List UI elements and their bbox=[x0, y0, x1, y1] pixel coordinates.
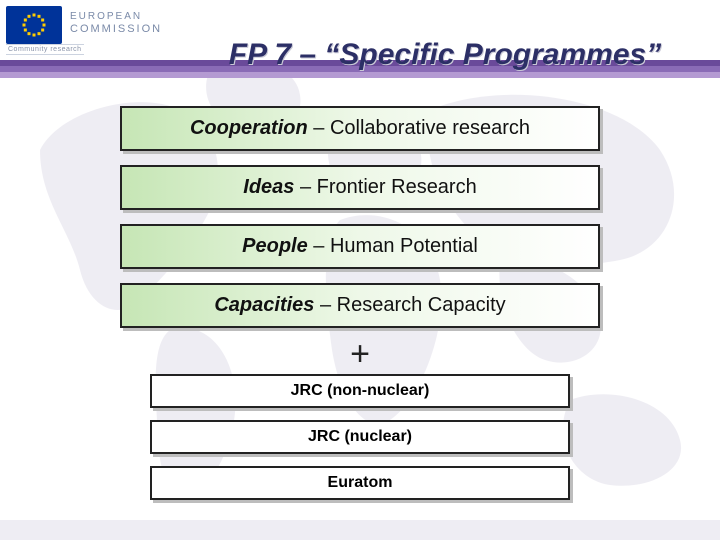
programme-box-ideas: Ideas – Frontier Research bbox=[120, 165, 600, 210]
community-research-label: Community research bbox=[6, 44, 84, 55]
programme-name: People bbox=[242, 235, 308, 257]
org-line-2: COMMISSION bbox=[70, 23, 162, 35]
programme-box-cooperation: Cooperation – Collaborative research bbox=[120, 106, 600, 151]
programme-box-people: People – Human Potential bbox=[120, 224, 600, 269]
programme-desc: – Human Potential bbox=[308, 235, 478, 257]
commission-label: EUROPEAN COMMISSION bbox=[70, 11, 162, 35]
programme-box-capacities: Capacities – Research Capacity bbox=[120, 283, 600, 328]
programme-desc: – Frontier Research bbox=[294, 176, 476, 198]
programme-desc: – Research Capacity bbox=[314, 294, 505, 316]
slide-title: FP 7 – “Specific Programmes” bbox=[180, 38, 710, 72]
programme-name: Capacities bbox=[214, 294, 314, 316]
sub-programme-euratom: Euratom bbox=[150, 466, 570, 500]
programme-desc: – Collaborative research bbox=[308, 117, 530, 139]
programme-name: Ideas bbox=[243, 176, 294, 198]
sub-programme-jrc-nonnuclear: JRC (non-nuclear) bbox=[150, 374, 570, 408]
content-area: Cooperation – Collaborative research Ide… bbox=[0, 78, 720, 512]
org-line-1: EUROPEAN bbox=[70, 11, 162, 23]
plus-separator: + bbox=[350, 340, 370, 368]
sub-programme-jrc-nuclear: JRC (nuclear) bbox=[150, 420, 570, 454]
eu-flag-icon bbox=[6, 6, 62, 44]
programme-name: Cooperation bbox=[190, 117, 308, 139]
